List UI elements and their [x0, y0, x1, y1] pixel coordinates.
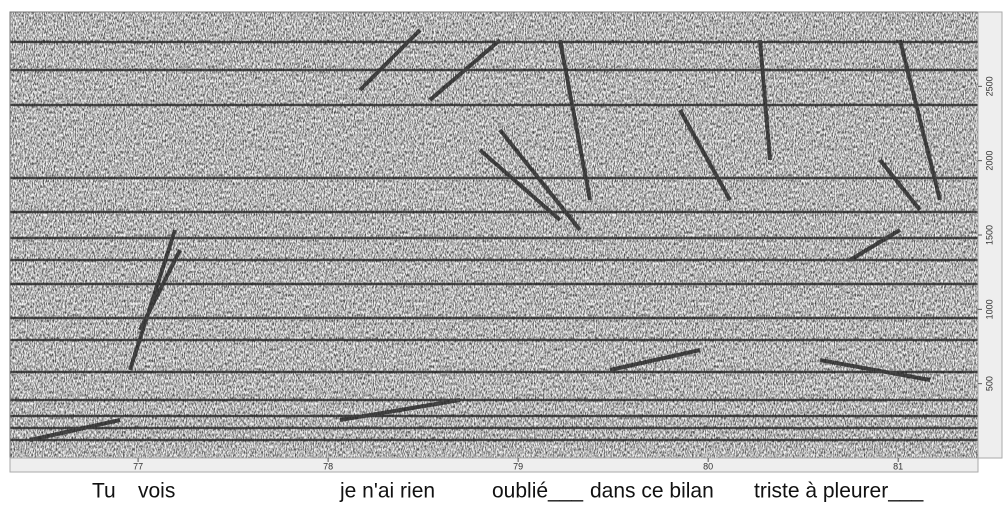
x-tick-label: 79 — [513, 461, 523, 471]
lyric: triste à pleurer___ — [754, 480, 924, 503]
lyric: oublié___ — [492, 480, 583, 503]
y-tick-label: 500 — [984, 376, 994, 391]
y-tick-label: 2500 — [984, 76, 994, 96]
lyric: dans ce bilan — [590, 480, 714, 503]
lyric: Tu — [92, 480, 116, 503]
lyric: je n'ai rien — [339, 480, 435, 503]
lyric: vois — [138, 480, 175, 503]
x-tick-label: 77 — [133, 461, 143, 471]
x-tick-label: 78 — [323, 461, 333, 471]
y-tick-label: 1000 — [984, 299, 994, 319]
y-tick-label: 2000 — [984, 151, 994, 171]
x-tick-label: 81 — [893, 461, 903, 471]
spectrogram-texture — [10, 12, 978, 458]
y-tick-label: 1500 — [984, 225, 994, 245]
x-tick-label: 80 — [703, 461, 713, 471]
x-axis-strip — [9, 457, 979, 473]
